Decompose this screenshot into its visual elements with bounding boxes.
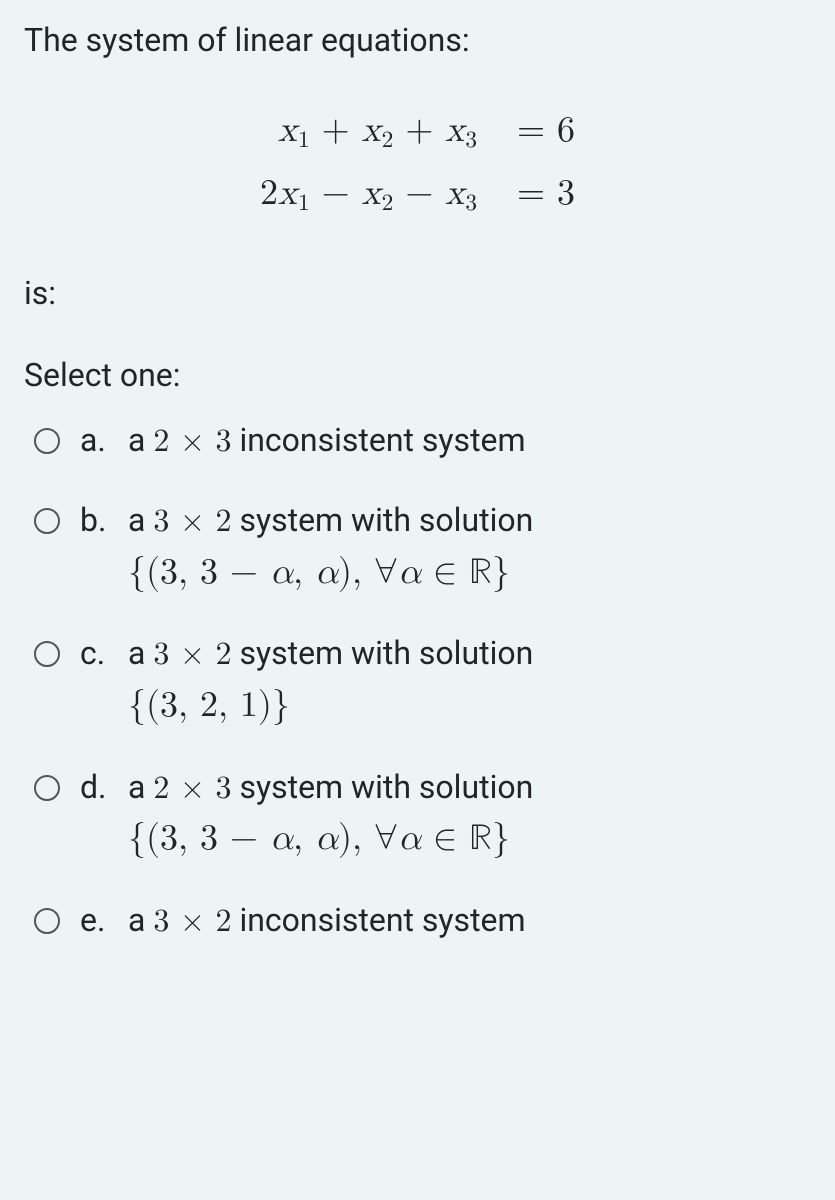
option-math-line: {(3, 3 − α, α), ∀α ∈ ℝ} (128, 813, 811, 863)
option-body: a 2 × 3 inconsistent system (128, 418, 811, 465)
equation-block: x1 + x2 + x3 = 6 2x1 − x2 − x3 = 3 (24, 99, 811, 225)
option-text-suffix: system with solution (232, 634, 534, 672)
option-text-prefix: a (128, 421, 153, 459)
equation-row: x1 + x2 + x3 = 6 (248, 99, 587, 162)
options-list: a. a 2 × 3 inconsistent system b. a 3 × … (24, 418, 811, 945)
radio-icon[interactable] (34, 641, 60, 667)
option-math-inline: 2 × 3 (153, 426, 231, 458)
radio-icon[interactable] (34, 775, 60, 801)
option-text-suffix: system with solution (232, 501, 534, 539)
equation-table: x1 + x2 + x3 = 6 2x1 − x2 − x3 = 3 (248, 99, 587, 225)
option-text-prefix: a (128, 501, 153, 539)
option-text-prefix: a (128, 901, 153, 939)
select-one-prompt: Select one: (24, 356, 811, 394)
radio-icon[interactable] (34, 508, 60, 534)
question-container: The system of linear equations: x1 + x2 … (0, 0, 835, 945)
option-text-suffix: system with solution (232, 768, 534, 806)
option-body: a 2 × 3 system with solution {(3, 3 − α,… (128, 765, 811, 864)
option-letter: a. (80, 418, 128, 463)
option-body: a 3 × 2 inconsistent system (128, 898, 811, 945)
option-letter: b. (80, 498, 128, 543)
question-stem-line2: is: (24, 271, 811, 316)
option-math-inline: 3 × 2 (153, 906, 231, 938)
option-text-prefix: a (128, 634, 153, 672)
option-text-prefix: a (128, 768, 153, 806)
question-stem-line1: The system of linear equations: (24, 18, 811, 63)
option-text-suffix: inconsistent system (232, 421, 526, 459)
option-b[interactable]: b. a 3 × 2 system with solution {(3, 3 −… (24, 498, 811, 597)
option-letter: e. (80, 898, 128, 943)
option-math-line: {(3, 3 − α, α), ∀α ∈ ℝ} (128, 547, 811, 597)
option-body: a 3 × 2 system with solution {(3, 2, 1)} (128, 631, 811, 730)
option-math-inline: 3 × 2 (153, 506, 231, 538)
radio-icon[interactable] (34, 908, 60, 934)
option-letter: d. (80, 765, 128, 810)
option-a[interactable]: a. a 2 × 3 inconsistent system (24, 418, 811, 465)
option-math-inline: 3 × 2 (153, 639, 231, 671)
option-d[interactable]: d. a 2 × 3 system with solution {(3, 3 −… (24, 765, 811, 864)
option-math-inline: 2 × 3 (153, 773, 231, 805)
option-letter: c. (80, 631, 128, 676)
option-text-suffix: inconsistent system (232, 901, 526, 939)
equation-row: 2x1 − x2 − x3 = 3 (248, 162, 587, 225)
option-e[interactable]: e. a 3 × 2 inconsistent system (24, 898, 811, 945)
equation-rhs: = 6 (489, 99, 587, 162)
option-c[interactable]: c. a 3 × 2 system with solution {(3, 2, … (24, 631, 811, 730)
equation-lhs: 2x1 − x2 − x3 (248, 162, 489, 225)
option-math-line: {(3, 2, 1)} (128, 680, 811, 730)
equation-rhs: = 3 (489, 162, 587, 225)
radio-icon[interactable] (34, 428, 60, 454)
equation-lhs: x1 + x2 + x3 (248, 99, 489, 162)
option-body: a 3 × 2 system with solution {(3, 3 − α,… (128, 498, 811, 597)
